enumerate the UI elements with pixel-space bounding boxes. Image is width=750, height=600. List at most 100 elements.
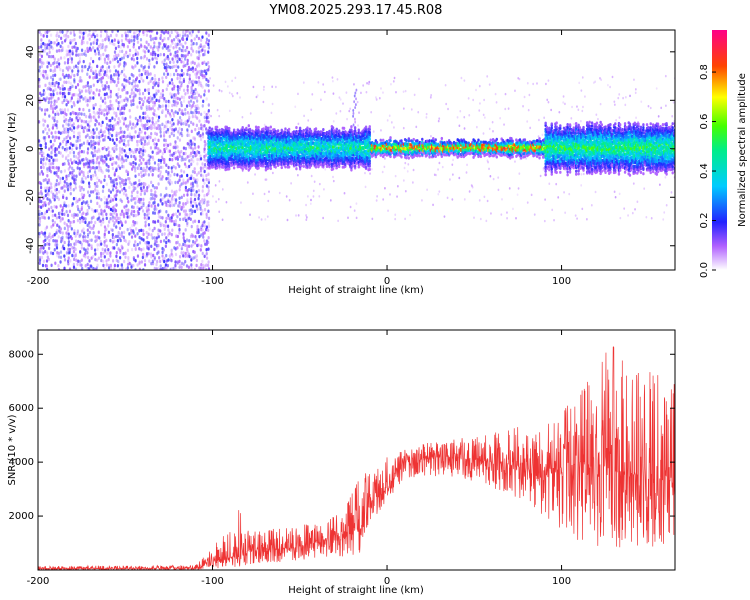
spectrogram-cell	[55, 239, 59, 243]
spectrogram-cell	[44, 162, 47, 166]
spectrogram-cell	[207, 209, 210, 214]
spectrogram-cell	[123, 53, 126, 57]
spectrogram-cell	[153, 200, 156, 205]
spectrogram-cell	[194, 67, 197, 72]
spectrogram-cell	[65, 181, 68, 186]
spectrogram-cell	[80, 48, 84, 53]
spectrogram-cell	[201, 189, 204, 193]
spectrogram-cell	[113, 73, 116, 77]
spectrogram-cell	[146, 126, 149, 131]
spectrogram-cell	[67, 173, 70, 178]
spectrogram-cell	[207, 79, 210, 84]
spectrogram-cell	[201, 35, 204, 39]
spectrogram-cell	[207, 50, 210, 54]
spectrogram-cell	[192, 101, 195, 105]
spectrogram-cell	[150, 180, 153, 185]
spectrogram-cell	[55, 178, 59, 183]
spectrogram-cell	[109, 251, 112, 255]
spectrogram-cell	[55, 64, 59, 69]
spectrogram-cell	[178, 57, 181, 62]
spectrogram-cell	[63, 87, 66, 91]
spectrogram-cell	[188, 103, 191, 108]
spectrogram-cell	[322, 128, 325, 132]
spectrogram-cell	[172, 212, 175, 217]
spectrogram-cell	[130, 194, 133, 198]
spectrogram-cell	[111, 30, 114, 34]
spectrogram-cell	[38, 209, 41, 214]
spectrogram-cell	[597, 117, 599, 121]
spectrogram-cell	[49, 166, 52, 170]
spectrogram-cell	[151, 259, 154, 264]
spectrogram-cell	[108, 150, 111, 155]
spectrogram-cell	[190, 53, 193, 57]
spectrogram-cell	[142, 197, 145, 202]
spectrogram-cell	[118, 190, 122, 194]
spectrogram-cell	[143, 54, 146, 58]
spectrogram-cell	[193, 91, 197, 96]
spectrogram-cell	[179, 184, 182, 189]
spectrogram-cell	[284, 165, 287, 169]
spectrogram-cell	[111, 127, 114, 132]
spectrogram-cell	[107, 53, 110, 58]
spectrogram-cell	[47, 54, 51, 59]
spectrogram-cell	[176, 88, 180, 92]
spectrogram-cell	[151, 46, 155, 51]
spectrogram-cell	[168, 239, 172, 244]
spectrogram-cell	[369, 172, 371, 175]
spectrogram-cell	[130, 103, 133, 107]
spectrogram-cell	[86, 139, 89, 144]
spectrogram-cell	[69, 31, 72, 35]
spectrogram-cell	[202, 263, 205, 268]
spectrogram-cell	[142, 116, 145, 120]
spectrogram-cell	[55, 123, 58, 127]
spectrogram-cell	[191, 103, 194, 108]
spectrogram-cell	[109, 199, 112, 204]
spectrogram-cell	[188, 212, 191, 217]
spectrogram-cell	[349, 107, 352, 111]
spectrogram-cell	[74, 247, 77, 252]
spectrogram-cell	[527, 108, 530, 112]
spectrogram-cell	[75, 174, 78, 179]
spectrogram-cell	[555, 182, 558, 186]
spectrogram-cell	[92, 158, 95, 163]
spectrogram-cell	[44, 127, 47, 131]
spectrogram-cell	[159, 259, 162, 264]
spectrogram-cell	[38, 197, 41, 201]
spectrogram-cell	[42, 155, 45, 160]
spectrogram-cell	[38, 172, 42, 176]
spectrogram-cell	[165, 176, 168, 181]
spectrogram-cell	[171, 93, 174, 97]
spectrogram-cell	[132, 122, 135, 127]
spectrogram-cell	[366, 82, 368, 85]
spectrogram-cell	[142, 228, 145, 233]
spectrogram-cell	[129, 94, 132, 99]
spectrogram-cell	[355, 88, 358, 92]
spectrogram-cell	[115, 99, 118, 103]
spectrogram-cell	[107, 128, 110, 132]
spectrogram-cell	[101, 247, 104, 252]
spectrogram-cell	[42, 165, 45, 170]
spectrogram-cell	[123, 73, 126, 77]
spectrogram-cell	[331, 76, 334, 79]
spectrogram-cell	[51, 135, 54, 139]
spectrogram-cell	[102, 217, 105, 222]
spectrogram-cell	[94, 102, 97, 107]
spectrogram-cell	[93, 116, 96, 120]
spectrogram-cell	[42, 232, 45, 236]
spectrogram-cell	[40, 189, 43, 194]
spectrogram-cell	[165, 193, 168, 197]
spectrogram-cell	[92, 135, 95, 140]
spectrogram-cell	[194, 178, 197, 183]
spectrogram-cell	[188, 115, 191, 120]
spectrogram-cell	[418, 77, 420, 81]
spectrogram-cell	[79, 75, 82, 80]
spectrogram-cell	[174, 222, 177, 227]
spectrogram-cell	[50, 40, 53, 45]
spectrogram-cell	[114, 53, 118, 58]
spectrogram-cell	[109, 60, 112, 65]
spectrogram-cell	[57, 130, 60, 135]
spectrogram-cell	[159, 229, 162, 233]
spectrogram-cell	[216, 108, 219, 112]
spectrogram-cell	[95, 160, 98, 165]
spectrogram-cell	[590, 204, 593, 207]
